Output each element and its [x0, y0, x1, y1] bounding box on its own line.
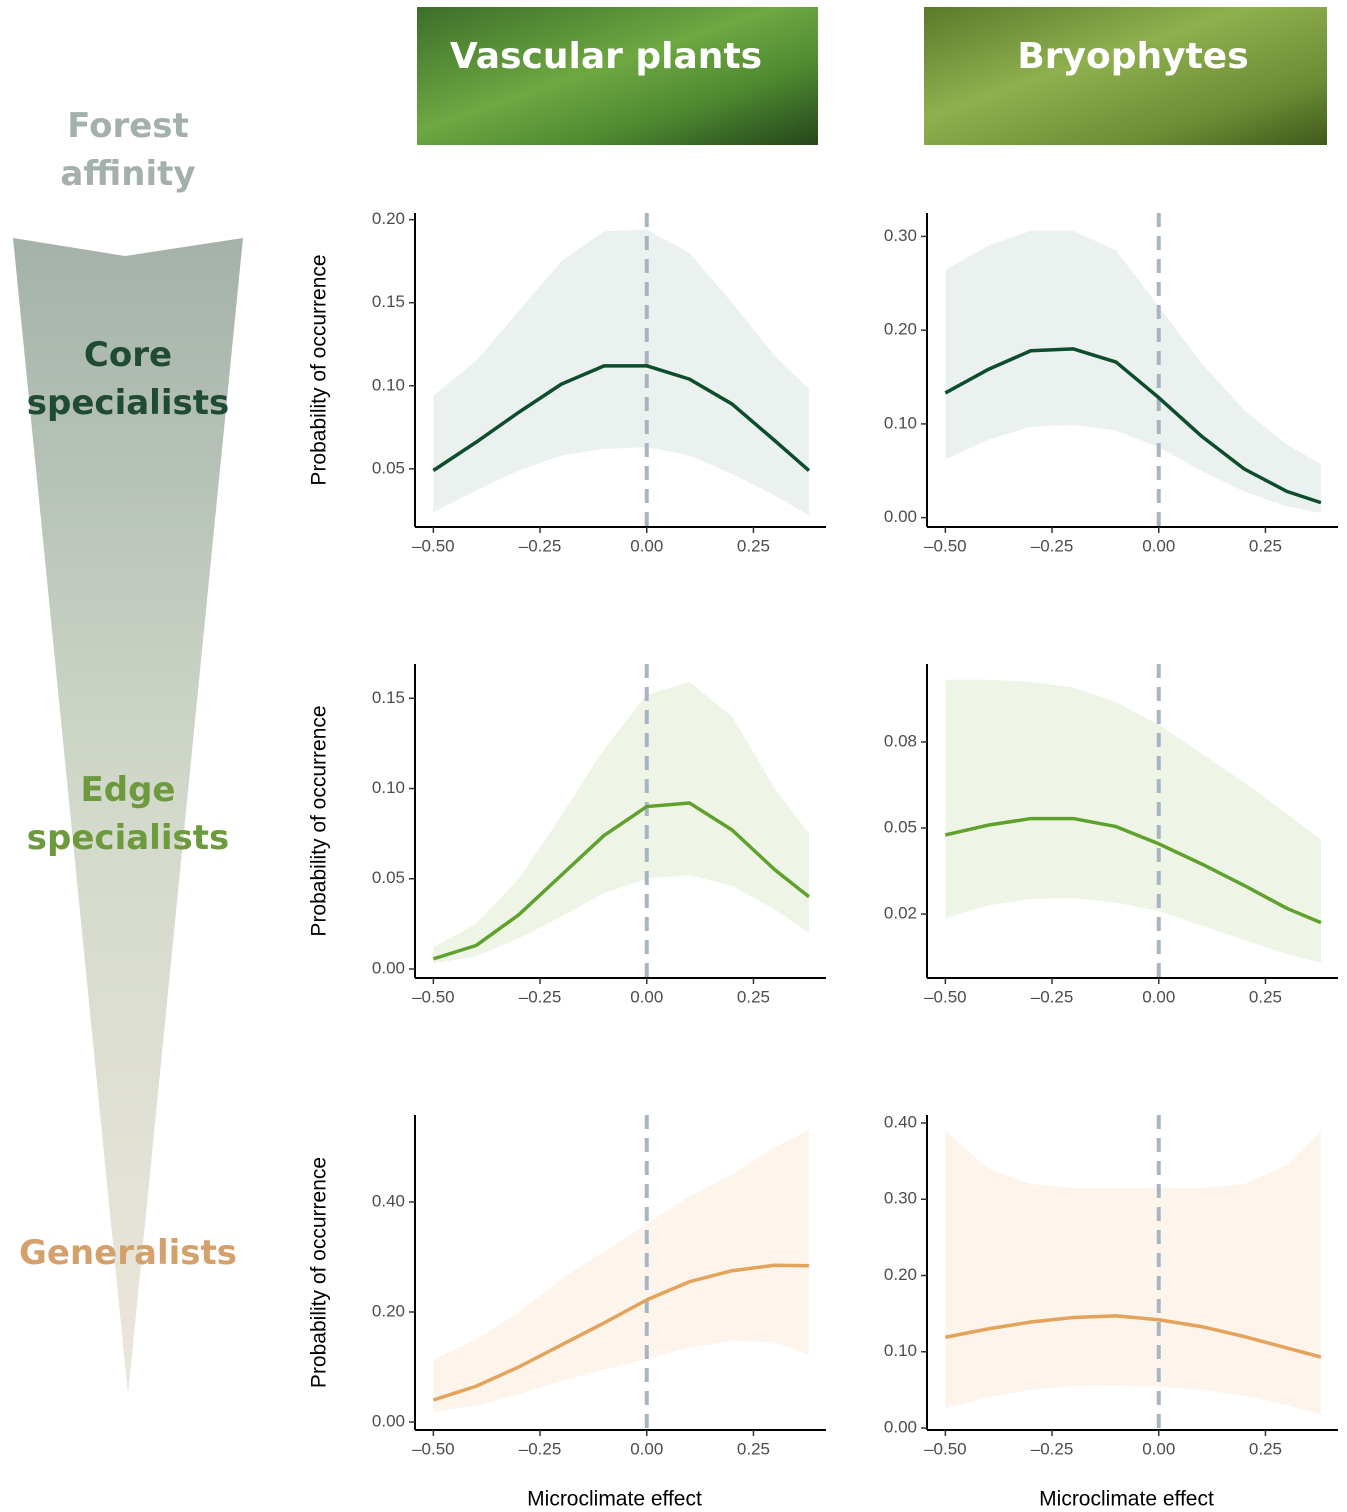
x-tick-label: –0.25: [1031, 536, 1074, 555]
x-tick-label: –0.50: [412, 987, 455, 1006]
x-tick-label: –0.25: [519, 987, 562, 1006]
x-tick-label: 0.25: [737, 987, 770, 1006]
y-axis-label: Probability of occurrence: [308, 254, 331, 485]
y-tick-label: 0.00: [372, 1412, 405, 1431]
y-tick-label: 0.30: [884, 226, 917, 245]
x-tick-label: –0.50: [412, 1439, 455, 1458]
y-tick-label: 0.02: [884, 904, 917, 923]
y-tick-label: 0.20: [884, 1265, 917, 1284]
x-tick-label: 0.25: [1249, 987, 1282, 1006]
y-tick-label: 0.20: [884, 320, 917, 339]
x-tick-label: 0.00: [630, 536, 663, 555]
y-tick-label: 0.15: [372, 292, 405, 311]
column-title: Vascular plants: [450, 36, 762, 77]
affinity-level: Edge specialists: [8, 766, 248, 862]
x-tick-label: 0.25: [1249, 1439, 1282, 1458]
x-tick-label: –0.50: [412, 536, 455, 555]
x-tick-label: 0.00: [1142, 1439, 1175, 1458]
x-tick-label: –0.50: [924, 1439, 967, 1458]
y-tick-label: 0.10: [372, 375, 405, 394]
affinity-title: Forest affinity: [8, 102, 248, 198]
y-tick-label: 0.05: [372, 868, 405, 887]
y-tick-label: 0.00: [884, 507, 917, 526]
y-tick-label: 0.00: [884, 1418, 917, 1437]
y-tick-label: 0.20: [372, 1301, 405, 1320]
y-tick-label: 0.20: [372, 209, 405, 228]
column-title: Bryophytes: [1017, 36, 1248, 77]
y-tick-label: 0.05: [884, 818, 917, 837]
x-tick-label: 0.25: [737, 536, 770, 555]
y-tick-label: 0.10: [372, 778, 405, 797]
x-tick-label: –0.25: [1031, 1439, 1074, 1458]
x-axis-label: Microclimate effect: [1039, 1488, 1214, 1511]
x-tick-label: –0.25: [1031, 987, 1074, 1006]
x-tick-label: 0.00: [1142, 536, 1175, 555]
x-axis-label: Microclimate effect: [527, 1488, 702, 1511]
y-tick-label: 0.08: [884, 731, 917, 750]
confidence-band: [433, 230, 809, 516]
affinity-level: Core specialists: [8, 331, 248, 427]
x-tick-label: 0.25: [1249, 536, 1282, 555]
x-tick-label: –0.50: [924, 987, 967, 1006]
confidence-band: [433, 1130, 809, 1412]
x-tick-label: –0.25: [519, 536, 562, 555]
confidence-band: [945, 231, 1321, 513]
y-tick-label: 0.10: [884, 1341, 917, 1360]
affinity-level: Generalists: [8, 1229, 248, 1277]
y-tick-label: 0.00: [372, 958, 405, 977]
x-tick-label: 0.00: [630, 1439, 663, 1458]
y-tick-label: 0.40: [372, 1191, 405, 1210]
confidence-band: [945, 1131, 1321, 1415]
figure: Vascular plants Bryophytes 0.05 0.10 0.15 0…: [0, 0, 1347, 1512]
y-axis-label: Probability of occurrence: [308, 1157, 331, 1388]
y-tick-label: 0.40: [884, 1112, 917, 1131]
x-tick-label: –0.25: [519, 1439, 562, 1458]
x-tick-label: 0.25: [737, 1439, 770, 1458]
y-axis-label: Probability of occurrence: [308, 705, 331, 936]
x-tick-label: –0.50: [924, 536, 967, 555]
y-tick-label: 0.15: [372, 688, 405, 707]
y-tick-label: 0.05: [372, 458, 405, 477]
chart: Vascular plants Bryophytes 0.05 0.10 0.15 0…: [0, 0, 1347, 1512]
x-tick-label: 0.00: [1142, 987, 1175, 1006]
y-tick-label: 0.30: [884, 1189, 917, 1208]
x-tick-label: 0.00: [630, 987, 663, 1006]
y-tick-label: 0.10: [884, 413, 917, 432]
